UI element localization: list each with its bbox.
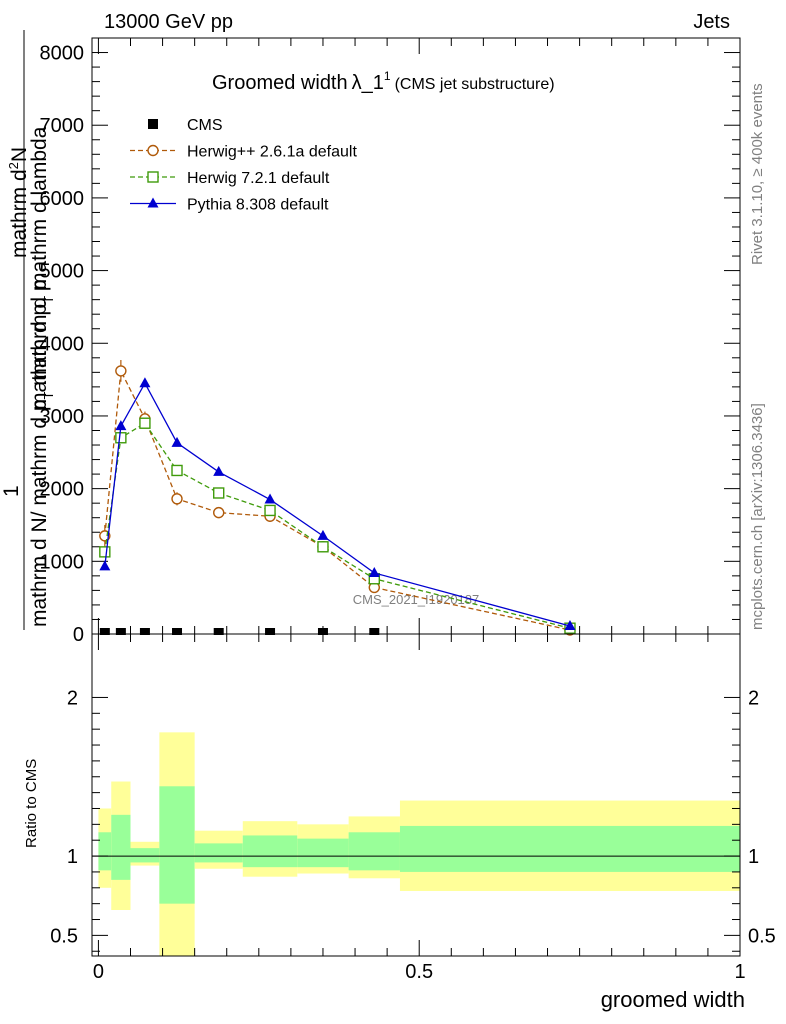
x-tick-label: 1	[734, 961, 745, 983]
y-tick-label: 2000	[40, 479, 85, 501]
data-point	[317, 628, 328, 635]
data-point	[172, 628, 183, 635]
ratio-y-tick-label: 0.5	[50, 925, 78, 947]
data-point	[265, 628, 276, 635]
ratio-band-inner	[111, 814, 131, 880]
y-tick-label: 6000	[40, 188, 85, 210]
ratio-band-inner	[130, 848, 160, 863]
series-3	[99, 377, 576, 631]
legend: CMS Herwig++ 2.6.1a default Herwig 7.2.1 d…	[130, 117, 357, 214]
ratio-band-inner	[399, 825, 740, 872]
data-point	[564, 620, 576, 631]
x-tick-label: 0	[93, 961, 104, 983]
legend-item: CMS	[148, 117, 223, 134]
legend-marker	[147, 171, 159, 183]
y-tick-label: 0	[73, 624, 84, 646]
main-y-axis: 0 1000 2000 3000 4000 5000 6000 7000 8000	[40, 43, 740, 646]
ratio-band-inner	[297, 838, 349, 868]
data-point	[213, 465, 225, 476]
y-tick-label: 3000	[40, 406, 85, 428]
data-point	[213, 487, 225, 499]
chart-title: Groomed width λ_11 (CMS jet substructure)	[212, 69, 555, 94]
data-point	[139, 377, 151, 388]
data-point	[317, 541, 329, 553]
ratio-plot-frame	[91, 633, 741, 957]
legend-label: Pythia 8.308 default	[187, 197, 329, 214]
data-point	[99, 560, 111, 571]
svg-text:1: 1	[0, 485, 23, 497]
y-tick-label: 7000	[40, 115, 85, 137]
data-point	[171, 464, 183, 477]
mcplots-label: mcplots.cern.ch [arXiv:1306.3436]	[749, 403, 766, 630]
ratio-band-inner	[159, 786, 195, 904]
data-point	[213, 628, 224, 635]
series-2	[99, 417, 576, 634]
legend-marker	[148, 119, 158, 129]
ratio-band-inner	[348, 832, 400, 871]
header-right: Jets	[693, 11, 730, 33]
main-y-label: mathrm d2N mathrm d pT mathrm d lambda 1…	[0, 30, 56, 630]
x-tick-label: 0.5	[405, 961, 433, 983]
data-point	[171, 436, 183, 447]
ratio-y-tick-label-right: 0.5	[748, 925, 776, 947]
x-axis-label: groomed width	[601, 987, 745, 1012]
data-point	[99, 628, 110, 635]
rivet-label: Rivet 3.1.10, ≥ 400k events	[749, 83, 766, 265]
y-tick-label: 5000	[40, 261, 85, 283]
data-point	[115, 365, 127, 377]
data-point	[115, 420, 127, 431]
series-layer	[99, 359, 576, 636]
ratio-band-inner	[242, 835, 298, 868]
series-line	[104, 422, 571, 629]
svg-text:mathrm d2N: mathrm d2N	[6, 147, 31, 258]
data-point	[368, 566, 380, 577]
series-line	[104, 381, 571, 627]
data-point	[171, 493, 183, 505]
ratio-bands	[92, 732, 740, 956]
ratio-y-tick-label: 2	[67, 687, 78, 709]
legend-label: CMS	[187, 117, 223, 134]
ratio-x-axis: 0 0.5 1	[93, 634, 746, 983]
legend-item: Herwig++ 2.6.1a default	[130, 144, 357, 161]
y-tick-label: 8000	[40, 43, 85, 65]
series-line	[104, 368, 571, 631]
data-point	[139, 417, 151, 429]
ratio-y-label: Ratio to CMS	[23, 759, 40, 848]
header-left: 13000 GeV pp	[104, 11, 233, 33]
ratio-band-inner	[98, 832, 112, 871]
legend-item: Herwig 7.2.1 default	[130, 170, 330, 187]
data-point	[115, 628, 126, 635]
y-tick-label: 1000	[40, 551, 85, 573]
legend-label: Herwig 7.2.1 default	[187, 170, 330, 187]
legend-label: Herwig++ 2.6.1a default	[187, 144, 357, 161]
ratio-y-tick-label-right: 2	[748, 687, 759, 709]
ratio-y-tick-label-right: 1	[748, 846, 759, 868]
series-0	[99, 628, 380, 635]
data-point	[213, 506, 225, 519]
legend-marker	[147, 197, 159, 208]
data-point	[115, 432, 127, 444]
legend-marker	[147, 144, 159, 157]
svg-text:mathrm d pT mathrm d lambda: mathrm d pT mathrm d lambda	[28, 126, 56, 410]
main-x-axis	[97, 38, 741, 634]
data-point	[369, 628, 380, 635]
data-point	[264, 504, 276, 517]
ratio-y-tick-label: 1	[67, 846, 78, 868]
y-tick-label: 4000	[40, 333, 85, 355]
watermark: CMS_2021_I1920187	[353, 592, 480, 607]
ratio-y-axis: 0.5 0.5 1 1 2 2	[50, 687, 776, 952]
series-1	[99, 359, 576, 636]
ratio-band-inner	[194, 843, 243, 863]
data-point	[317, 529, 329, 540]
legend-item: Pythia 8.308 default	[130, 197, 329, 214]
data-point	[139, 628, 150, 635]
data-point	[99, 546, 111, 558]
data-point	[264, 493, 276, 504]
svg-text:mathrm d N/ mathrm d pT mathrm: mathrm d N/ mathrm d pT mathrm d p	[28, 279, 56, 627]
